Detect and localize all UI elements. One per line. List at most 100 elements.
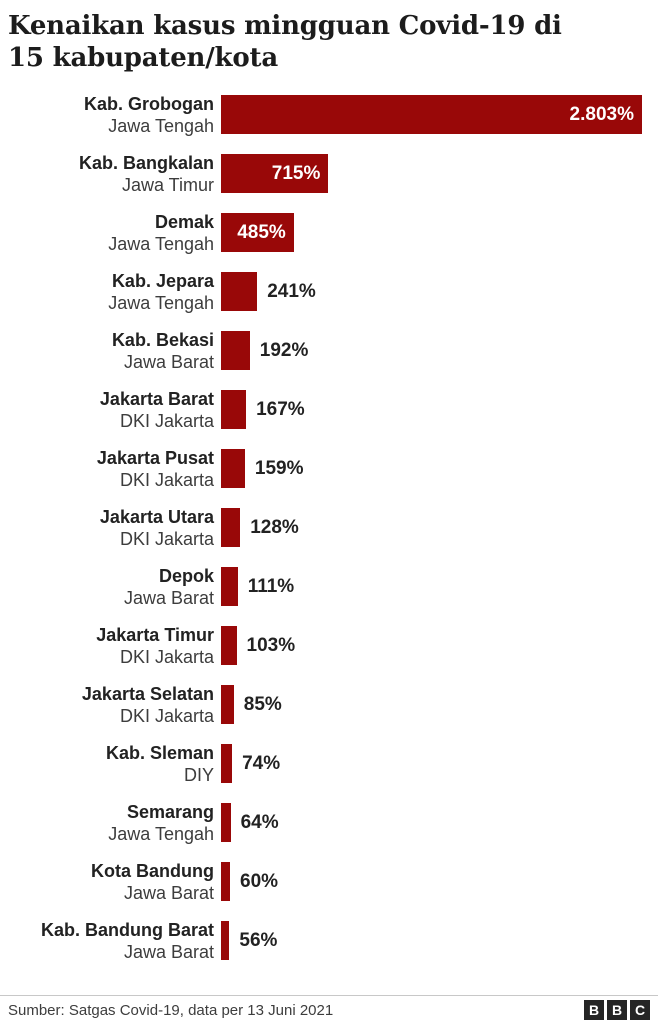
bbc-logo-block: B [607,1000,627,1020]
bar-row: Demak Jawa Tengah 485% 485% [0,212,658,254]
bar-area: 128% 128% [221,508,658,547]
bar-area: 56% 56% [221,921,658,960]
row-label: Jakarta Utara DKI Jakarta [0,506,214,549]
row-label: Jakarta Selatan DKI Jakarta [0,683,214,726]
row-label-name: Jakarta Barat [99,388,214,409]
row-label-region: DKI Jakarta [119,469,214,490]
bar-value-label: 128% [250,516,299,538]
row-label: Kota Bandung Jawa Barat [0,860,214,903]
row-label: Depok Jawa Barat [0,565,214,608]
row-label-region: Jawa Barat [123,351,214,372]
bar-value-label: 241% [267,280,316,302]
bar-area: 192% 192% [221,331,658,370]
row-label-region: DKI Jakarta [119,410,214,431]
bar-area: 2.803% 2.803% [221,95,658,134]
row-label: Jakarta Timur DKI Jakarta [0,624,214,667]
row-label-region: DKI Jakarta [119,528,214,549]
bar-row: Jakarta Utara DKI Jakarta 128% 128% [0,506,658,549]
footer: Sumber: Satgas Covid-19, data per 13 Jun… [0,995,658,1024]
bar-area: 85% 85% [221,685,658,724]
bar-area: 74% 74% [221,744,658,783]
bar-value-label: 85% [243,693,282,715]
row-label: Kab. Bangkalan Jawa Timur [0,152,214,195]
row-label-name: Kota Bandung [91,860,214,881]
row-label-name: Kab. Bandung Barat [40,919,214,940]
row-label-name: Jakarta Pusat [96,447,214,468]
bar: 103% [221,626,237,665]
bar-area: 111% 111% [221,567,658,606]
bar-value-label: 167% [256,398,305,420]
row-label-region: Jawa Timur [121,174,214,195]
row-label-name: Kab. Bangkalan [78,152,214,173]
bar: 241% [221,272,258,311]
row-label-region: Jawa Barat [123,587,214,608]
bar: 159% [221,449,245,488]
row-label-region: DKI Jakarta [119,705,214,726]
bar-row: Depok Jawa Barat 111% 111% [0,565,658,608]
row-label: Demak Jawa Tengah [0,212,214,254]
row-label-name: Kab. Grobogan [84,93,214,114]
bar-area: 167% 167% [221,390,658,429]
bar-area: 485% 485% [221,213,658,252]
bar: 74% [221,744,233,783]
bar-row: Kab. Bandung Barat Jawa Barat 56% 56% [0,919,658,962]
bar-row: Kab. Grobogan Jawa Tengah 2.803% 2.803% [0,93,658,136]
bar-value-label: 485% [237,221,286,243]
row-label-name: Jakarta Timur [96,624,214,645]
bar: 715% [221,154,329,193]
bar-value-label: 103% [246,634,296,656]
bar-value-label: 74% [242,752,281,774]
bar: 85% [221,685,234,724]
bar-value-label: 64% [240,811,279,833]
bar-area: 159% 159% [221,449,658,488]
bar-row: Kota Bandung Jawa Barat 60% 60% [0,860,658,903]
bar: 111% [221,567,238,606]
bar-row: Jakarta Barat DKI Jakarta 167% 167% [0,388,658,431]
bar-area: 64% 64% [221,803,658,842]
row-label-name: Depok [158,565,214,586]
bar-row: Kab. Bekasi Jawa Barat 192% 192% [0,329,658,372]
bar-row: Kab. Jepara Jawa Tengah 241% 241% [0,270,658,313]
bar-row: Jakarta Timur DKI Jakarta 103% 103% [0,624,658,667]
bar-value-label: 111% [247,575,295,597]
row-label-region: Jawa Tengah [108,233,214,254]
bbc-logo: B B C [584,1000,650,1020]
bar-row: Kab. Bangkalan Jawa Timur 715% 715% [0,152,658,195]
bar-value-label: 56% [239,929,278,951]
row-label-name: Jakarta Utara [99,506,214,527]
row-label: Kab. Bandung Barat Jawa Barat [0,919,214,962]
bbc-logo-block: C [630,1000,650,1020]
bar-area: 60% 60% [221,862,658,901]
row-label-name: Kab. Bekasi [111,329,214,350]
bar-value-label: 715% [271,162,321,184]
bar: 64% [221,803,231,842]
bar-area: 241% 241% [221,272,658,311]
bar: 192% [221,331,250,370]
bar: 128% [221,508,241,547]
row-label-region: DIY [183,764,214,785]
bbc-logo-block: B [584,1000,604,1020]
row-label: Jakarta Pusat DKI Jakarta [0,447,214,490]
row-label-region: DKI Jakarta [119,646,214,667]
bar-value-label: 60% [240,870,279,892]
row-label: Semarang Jawa Tengah [0,802,214,844]
bar-area: 103% 103% [221,626,658,665]
row-label-region: Jawa Tengah [108,823,214,844]
row-label-region: Jawa Barat [123,941,214,962]
row-label: Kab. Sleman DIY [0,742,214,785]
row-label: Jakarta Barat DKI Jakarta [0,388,214,431]
bar-row: Semarang Jawa Tengah 64% 64% [0,802,658,844]
row-label: Kab. Jepara Jawa Tengah [0,270,214,313]
row-label-region: Jawa Tengah [108,115,214,136]
row-label-region: Jawa Barat [123,882,214,903]
bar: 60% [221,862,230,901]
row-label-name: Kab. Sleman [105,742,214,763]
bar-area: 715% 715% [221,154,658,193]
row-label-name: Jakarta Selatan [81,683,214,704]
row-label-region: Jawa Tengah [108,292,214,313]
page-title: Kenaikan kasus mingguan Covid-19 di 15 k… [8,11,562,73]
bar-value-label: 159% [254,457,304,479]
row-label-name: Kab. Jepara [111,270,214,291]
bar-value-label: 192% [259,339,309,361]
